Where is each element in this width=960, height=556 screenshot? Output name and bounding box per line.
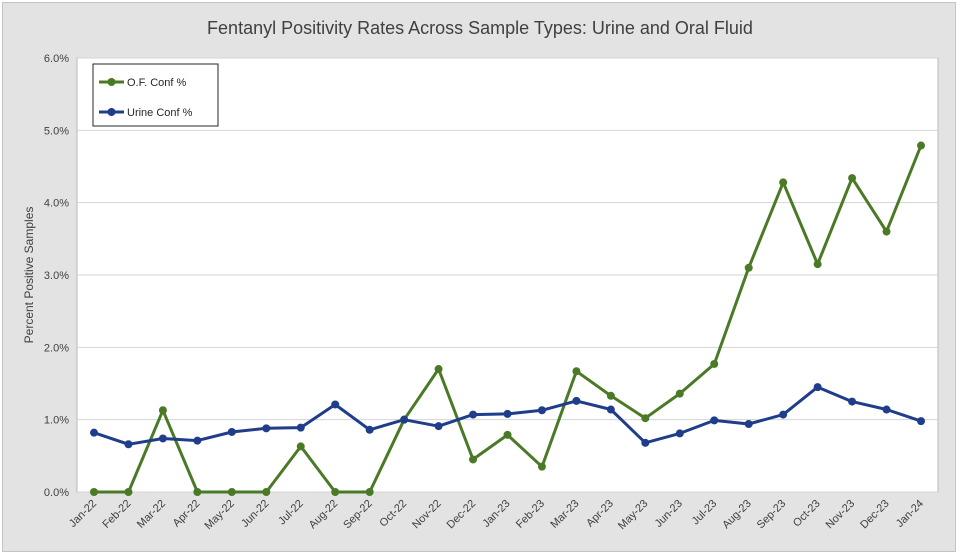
x-tick-label: Jun-22: [239, 498, 271, 530]
of-conf-point: [469, 455, 478, 464]
urine-conf-point: [572, 396, 581, 405]
y-tick-label: 6.0%: [44, 53, 69, 65]
urine-conf-point: [193, 436, 202, 445]
legend-of-conf-label: O.F. Conf %: [127, 77, 187, 89]
of-conf-point: [572, 367, 581, 376]
legend-box: [92, 63, 219, 127]
of-conf-point: [813, 260, 822, 269]
of-conf-point: [537, 462, 546, 471]
x-tick-label: Feb-22: [100, 498, 133, 531]
of-conf-point: [331, 488, 340, 496]
x-tick-label: Dec-22: [445, 498, 479, 532]
of-conf-point: [779, 178, 788, 187]
urine-conf-point: [503, 409, 512, 418]
x-tick-label: May-23: [616, 498, 650, 532]
of-conf-point: [262, 488, 271, 496]
urine-conf-point: [606, 405, 615, 414]
x-tick-label: Nov-22: [410, 498, 444, 532]
x-tick-label: Mar-22: [135, 498, 168, 531]
x-tick-label: Oct-22: [377, 498, 409, 530]
x-tick-label: Aug-22: [307, 498, 341, 532]
urine-conf-point: [365, 425, 374, 434]
urine-conf-point: [537, 406, 546, 415]
of-conf-point: [710, 359, 719, 368]
legend: O.F. Conf % Urine Conf %: [92, 63, 219, 127]
x-tick-label: Feb-23: [514, 498, 547, 531]
y-tick-label: 4.0%: [44, 198, 69, 210]
x-tick-label: Nov-23: [824, 498, 858, 532]
y-tick-label: 1.0%: [44, 415, 69, 427]
urine-conf-point: [296, 423, 305, 432]
urine-conf-point: [400, 415, 409, 424]
of-conf-point: [641, 414, 650, 423]
y-axis-title: Percent Positive Samples: [22, 207, 36, 344]
of-conf-point: [365, 488, 374, 496]
urine-conf-point: [848, 397, 857, 406]
urine-conf-point: [90, 428, 98, 437]
of-conf-point: [124, 488, 133, 496]
x-tick-label: Sep-23: [755, 498, 789, 532]
of-conf-point: [882, 227, 891, 236]
urine-conf-point: [641, 438, 650, 447]
legend-of-conf-marker: [107, 78, 116, 86]
of-conf-point: [296, 442, 305, 451]
y-tick-label: 0.0%: [44, 487, 69, 499]
urine-conf-point: [710, 416, 719, 425]
of-conf-point: [503, 430, 512, 439]
of-conf-point: [193, 488, 202, 496]
of-conf-point: [675, 389, 684, 398]
y-tick-label: 2.0%: [44, 342, 69, 354]
urine-conf-point: [813, 383, 822, 392]
x-tick-label: Jan-24: [894, 498, 926, 530]
x-tick-label: Sep-22: [341, 498, 375, 532]
x-tick-label: Oct-23: [791, 498, 823, 530]
urine-conf-point: [882, 405, 891, 414]
of-conf-point: [848, 174, 857, 183]
x-tick-label: Mar-23: [548, 498, 581, 531]
chart-title: Fentanyl Positivity Rates Across Sample …: [207, 18, 753, 38]
x-tick-label: Jul-23: [690, 498, 720, 528]
x-tick-label: Jan-23: [480, 498, 512, 530]
urine-conf-point: [124, 440, 133, 449]
x-tick-label: May-22: [203, 498, 237, 532]
x-tick-label: Apr-22: [171, 498, 203, 530]
urine-conf-point: [434, 422, 443, 431]
x-tick-label: Dec-23: [858, 498, 892, 532]
of-conf-point: [227, 488, 236, 496]
of-conf-point: [744, 263, 753, 272]
x-tick-label: Jun-23: [653, 498, 685, 530]
x-axis-ticks: Jan-22 Feb-22 Mar-22 Apr-22 May-22 Jun-22 Jul-…: [67, 498, 926, 532]
y-tick-label: 5.0%: [44, 125, 69, 137]
y-axis-ticks: 0.0% 1.0% 2.0% 3.0% 4.0% 5.0% 6.0%: [44, 53, 69, 499]
urine-conf-point: [744, 420, 753, 429]
of-conf-point: [434, 365, 443, 374]
of-conf-point: [917, 141, 925, 150]
legend-urine-conf-marker: [107, 108, 116, 116]
x-tick-label: Jan-22: [67, 498, 99, 530]
urine-conf-point: [227, 427, 236, 436]
urine-conf-point: [917, 417, 925, 426]
urine-conf-point: [779, 410, 788, 419]
legend-urine-conf-label: Urine Conf %: [127, 107, 193, 119]
x-tick-label: Apr-23: [584, 498, 616, 530]
x-tick-label: Jul-22: [276, 498, 306, 528]
y-tick-label: 3.0%: [44, 270, 69, 282]
of-conf-point: [158, 406, 167, 415]
x-tick-label: Aug-23: [720, 498, 754, 532]
series-points: [90, 141, 925, 496]
urine-conf-point: [262, 424, 271, 433]
urine-conf-point: [469, 410, 478, 419]
urine-conf-point: [158, 434, 167, 443]
gridlines: [77, 57, 938, 493]
of-conf-point: [90, 488, 98, 496]
urine-conf-point: [331, 400, 340, 409]
urine-conf-point: [675, 429, 684, 438]
of-conf-point: [606, 391, 615, 400]
